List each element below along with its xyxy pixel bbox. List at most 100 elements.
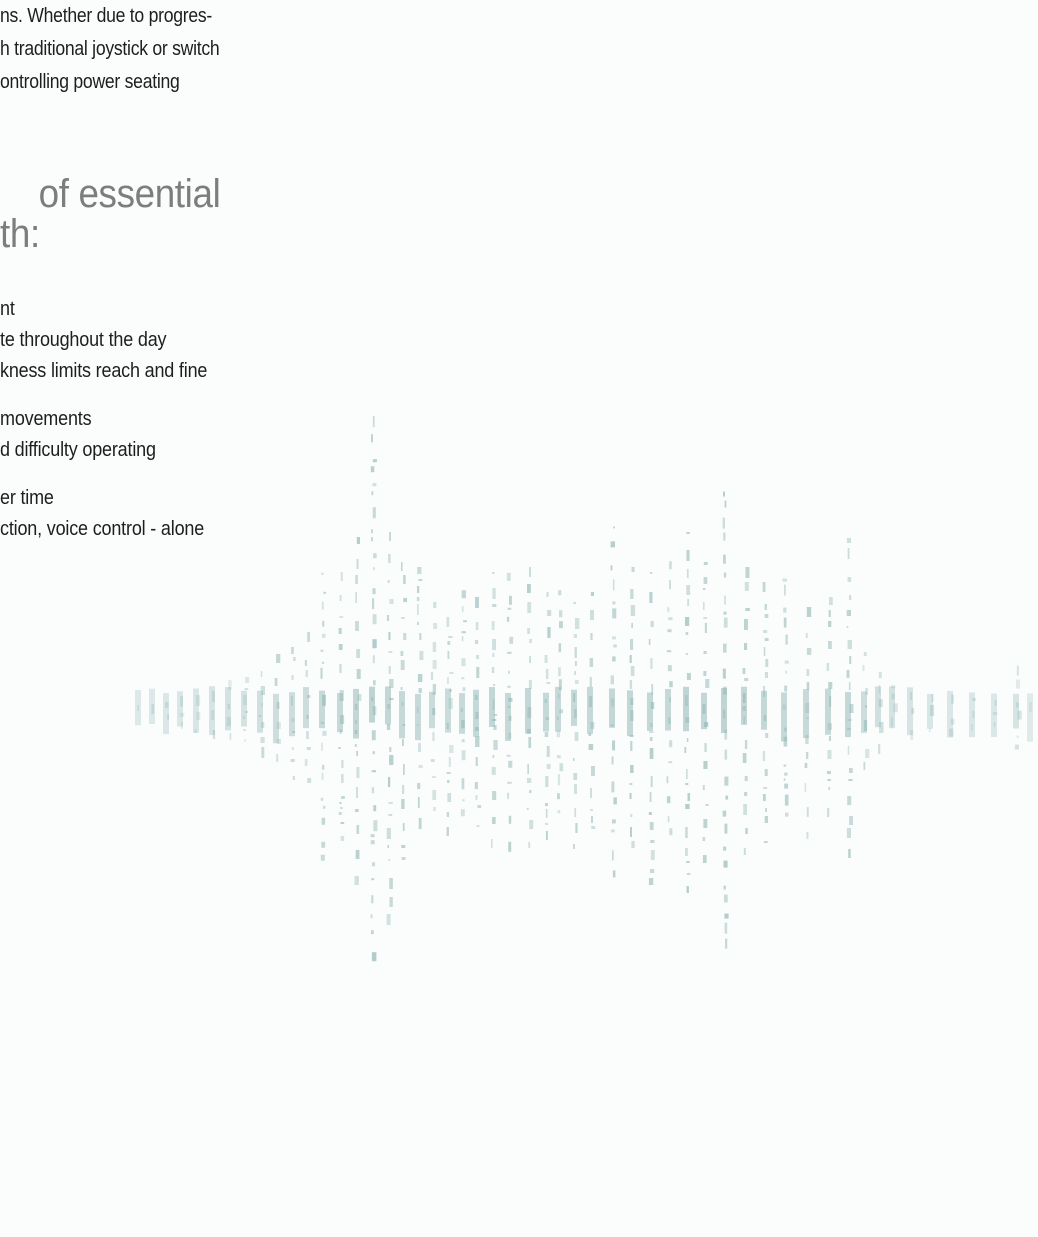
waveform-segment: [432, 684, 436, 695]
waveform-segment: [574, 709, 577, 718]
waveform-segment: [372, 459, 377, 463]
waveform-center-mark: [1027, 693, 1033, 742]
waveform-segment: [462, 799, 465, 802]
waveform-segment: [612, 850, 614, 861]
waveform-center-mark: [665, 688, 671, 731]
waveform-segment: [848, 849, 851, 858]
waveform-segment: [389, 698, 394, 700]
waveform-segment: [371, 952, 377, 962]
waveform-segment: [558, 667, 561, 677]
waveform-segment: [589, 658, 594, 667]
waveform-segment: [527, 628, 530, 634]
waveform-segment: [723, 617, 728, 628]
waveform-segment: [765, 808, 767, 812]
waveform-segment: [846, 728, 851, 730]
waveform-segment: [508, 841, 512, 852]
waveform-segment: [930, 705, 935, 716]
waveform-segment: [528, 680, 532, 689]
waveform-segment: [355, 621, 359, 631]
waveform-segment: [354, 704, 358, 710]
waveform-segment: [686, 673, 691, 680]
waveform-segment: [744, 582, 749, 591]
waveform-segment: [322, 730, 327, 736]
heading-line-2: th:: [0, 212, 40, 256]
waveform-segment: [648, 639, 651, 645]
waveform-segment: [291, 647, 294, 654]
waveform-segment: [743, 848, 746, 855]
waveform-segment: [460, 809, 465, 817]
waveform-segment: [341, 774, 344, 783]
waveform-segment: [702, 588, 706, 590]
waveform-segment: [650, 850, 655, 860]
waveform-segment: [723, 491, 725, 497]
waveform-segment: [320, 667, 323, 679]
waveform-segment: [723, 643, 727, 653]
waveform-segment: [243, 695, 247, 705]
waveform-segment: [865, 705, 867, 708]
waveform-segment: [527, 602, 532, 613]
waveform-segment: [764, 769, 768, 776]
waveform-segment: [650, 702, 655, 709]
waveform-segment: [276, 739, 281, 744]
waveform-segment: [417, 622, 419, 625]
waveform-segment: [544, 732, 549, 737]
waveform-segment: [558, 693, 560, 700]
waveform-segment: [492, 817, 496, 824]
waveform-segment: [763, 647, 766, 656]
waveform-segment: [685, 783, 689, 785]
waveform-segment: [371, 491, 374, 496]
waveform-segment: [446, 723, 449, 729]
waveform-segment: [669, 580, 671, 590]
waveform-segment: [529, 639, 532, 643]
waveform-segment: [785, 812, 789, 817]
waveform-segment: [703, 651, 707, 654]
waveform-segment: [745, 608, 750, 611]
waveform-segment: [865, 688, 868, 695]
waveform-segment: [339, 802, 342, 804]
waveform-segment: [846, 828, 851, 838]
waveform-segment: [574, 784, 577, 794]
waveform-segment: [432, 790, 437, 800]
waveform-segment: [649, 792, 652, 802]
waveform-segment: [432, 660, 437, 669]
waveform-segment: [508, 815, 512, 824]
waveform-segment: [610, 565, 613, 571]
waveform-center-mark: [415, 693, 421, 741]
waveform-segment: [371, 770, 376, 773]
list-spacer: [0, 466, 324, 483]
waveform-segment: [590, 592, 594, 596]
waveform-center-mark: [429, 691, 435, 729]
waveform-segment: [1016, 665, 1019, 676]
waveform-segment: [388, 632, 391, 640]
waveform-segment: [321, 841, 326, 848]
waveform-center-mark: [947, 690, 953, 738]
waveform-segment: [558, 590, 562, 596]
waveform-segment: [491, 667, 495, 673]
waveform-segment: [475, 712, 479, 719]
waveform-segment: [574, 732, 579, 741]
waveform-segment: [847, 796, 852, 805]
list-item: er time: [0, 487, 54, 509]
waveform-segment: [574, 671, 576, 675]
waveform-segment: [629, 680, 633, 689]
waveform-segment: [546, 764, 551, 769]
waveform-segment: [449, 672, 454, 674]
waveform-center-mark: [525, 687, 531, 734]
waveform-segment: [783, 736, 788, 747]
waveform-segment: [322, 620, 325, 627]
waveform-segment: [651, 684, 654, 695]
waveform-segment: [745, 828, 748, 834]
waveform-segment: [630, 666, 635, 676]
waveform-segment: [828, 621, 832, 627]
waveform-segment: [461, 658, 466, 667]
waveform-segment: [371, 529, 373, 534]
waveform-segment: [667, 816, 670, 823]
waveform-segment: [323, 805, 326, 809]
waveform-segment: [492, 588, 496, 599]
waveform-segment: [785, 670, 788, 674]
waveform-segment: [386, 828, 391, 839]
waveform-segment: [321, 601, 324, 610]
waveform-segment: [339, 664, 342, 673]
waveform-segment: [276, 702, 280, 709]
